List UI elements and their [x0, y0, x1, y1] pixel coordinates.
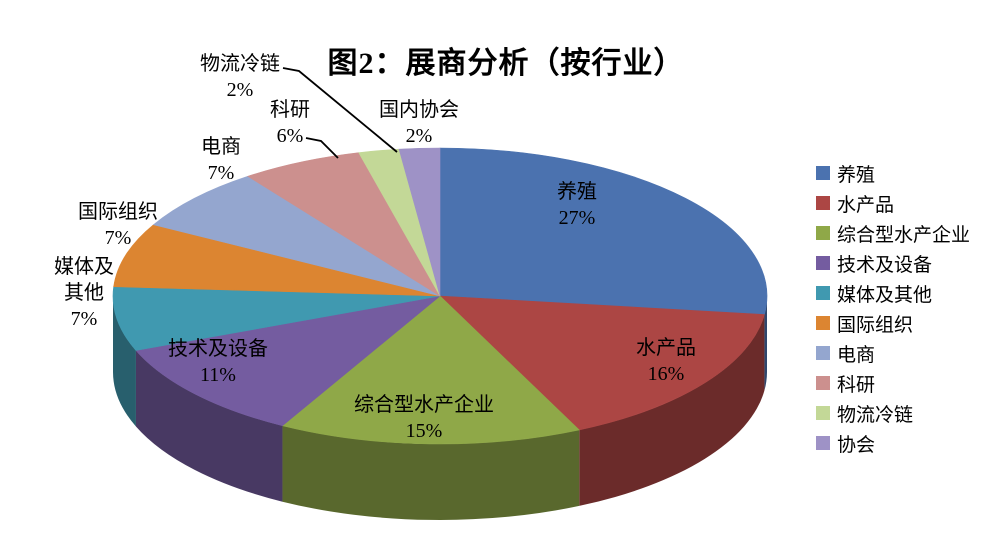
legend-swatch: [816, 196, 830, 210]
legend-item: 物流冷链: [816, 403, 970, 426]
leader-line: [282, 67, 398, 153]
legend-item: 水产品: [816, 193, 970, 216]
legend-swatch: [816, 406, 830, 420]
pie-3d-walls: [113, 296, 767, 520]
legend-swatch: [816, 256, 830, 270]
legend-swatch: [816, 316, 830, 330]
pie-slice-label: 物流冷链 2%: [200, 53, 280, 101]
legend: 养殖水产品综合型水产企业 技术及设备媒体及其他国际组织电商科研物流冷链协会: [816, 163, 970, 456]
pie-slice-label: 国内协会 2%: [379, 99, 459, 147]
legend-swatch: [816, 166, 830, 180]
pie-slice-label: 技术及设备 11%: [168, 338, 268, 386]
pie-wall: [579, 314, 765, 506]
pie-wall: [764, 296, 767, 391]
pie-slice: [281, 295, 580, 445]
pie-slice-label: 电商 7%: [201, 136, 241, 184]
pie-wall: [282, 425, 580, 520]
legend-label: 国际组织: [837, 314, 914, 336]
legend-label: 技术及设备: [837, 254, 933, 276]
pie-slice-label: 媒体及 其他 7%: [54, 256, 114, 330]
legend-label: 媒体及其他: [837, 284, 933, 306]
legend-item: 科研: [816, 373, 970, 396]
legend-label: 协会: [837, 434, 876, 456]
pie-slice-label: 国际组织 7%: [78, 201, 158, 249]
pie-slice-label: 水产品 16%: [636, 337, 696, 385]
legend-swatch: [816, 286, 830, 300]
legend-swatch: [816, 436, 830, 450]
legend-label: 水产品: [837, 194, 895, 216]
legend-swatch: [816, 226, 830, 240]
pie-slice: [152, 175, 441, 297]
pie-wall: [113, 296, 136, 427]
legend-swatch: [816, 346, 830, 360]
legend-item: 协会: [816, 433, 970, 456]
legend-label: 养殖: [837, 164, 876, 186]
legend-swatch: [816, 376, 830, 390]
pie-wall: [135, 350, 283, 502]
pie-slice: [398, 147, 441, 297]
leader-line: [305, 137, 339, 159]
legend-item: 养殖: [816, 163, 970, 186]
pie-slice: [135, 295, 442, 427]
legend-label: 综合型水产企业: [837, 224, 971, 246]
chart-title: 图2：展商分析（按行业）: [327, 47, 685, 80]
pie-slice-label: 养殖 27%: [557, 181, 597, 229]
pie-slices: [112, 147, 768, 445]
legend-item: 国际组织: [816, 313, 970, 336]
legend-label: 科研: [837, 374, 876, 396]
pie-slice-label: 综合型水产企业 15%: [354, 394, 494, 442]
legend-item: 技术及设备: [816, 253, 970, 276]
pie-slice: [439, 295, 765, 431]
legend-item: 综合型水产企业: [816, 223, 970, 246]
pie-slice: [439, 147, 768, 315]
legend-label: 物流冷链: [837, 404, 914, 426]
legend-label: 电商: [837, 344, 876, 366]
pie-slice: [112, 286, 441, 351]
legend-item: 媒体及其他: [816, 283, 970, 306]
legend-item: 电商: [816, 343, 970, 366]
pie-slice: [247, 152, 441, 297]
pie-slice: [113, 224, 441, 297]
label-leader-lines: [282, 67, 398, 159]
pie-slice-label: 科研 6%: [270, 99, 310, 147]
